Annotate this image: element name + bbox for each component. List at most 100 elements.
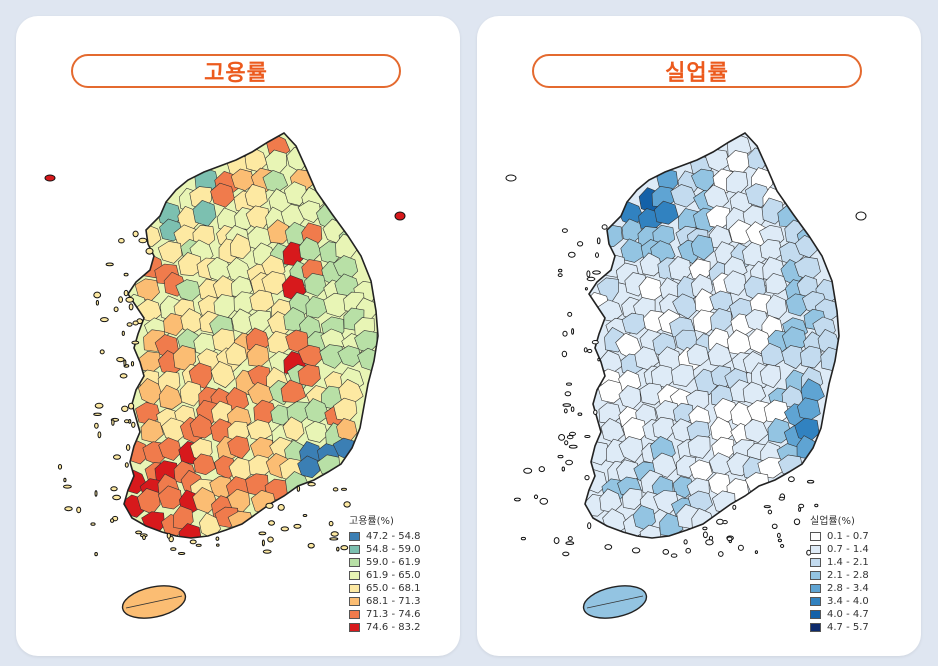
employment-rate-legend-swatch [349, 597, 360, 606]
employment-rate-region [179, 380, 203, 407]
unemployment-rate-region [639, 252, 663, 277]
unemployment-rate-legend-label: 0.7 - 1.4 [827, 544, 869, 555]
unemployment-rate-map [505, 131, 867, 619]
employment-rate-legend-swatch [349, 610, 360, 619]
unemployment-rate-region [759, 364, 782, 389]
unemployment-rate-island [565, 541, 575, 546]
employment-rate-legend-label: 54.8 - 59.0 [366, 544, 421, 555]
employment-rate-legend-swatch [349, 532, 360, 541]
employment-rate-island [94, 402, 104, 409]
employment-rate-island [116, 357, 125, 363]
employment-rate-region [267, 219, 291, 244]
unemployment-rate-legend-item: 1.4 - 2.1 [810, 556, 869, 569]
employment-rate-island [166, 532, 171, 539]
unemployment-rate-legend-swatch [810, 597, 821, 606]
employment-rate-island [90, 522, 96, 526]
unemployment-rate-region [723, 270, 747, 296]
unemployment-rate-island [561, 350, 568, 358]
employment-rate-island [307, 482, 316, 487]
unemployment-rate-legend-title: 실업률(%) [810, 516, 855, 527]
unemployment-rate-region [621, 312, 646, 335]
unemployment-rate-island [798, 503, 805, 509]
employment-rate-region [210, 361, 236, 389]
employment-rate-regions [124, 133, 378, 538]
employment-rate-island [113, 454, 121, 460]
employment-rate-legend-label: 59.0 - 61.9 [366, 557, 421, 568]
employment-rate-island [94, 490, 98, 497]
unemployment-rate-legend-item: 3.4 - 4.0 [810, 595, 869, 608]
unemployment-rate-legend-item: 4.0 - 4.7 [810, 608, 869, 621]
employment-rate-legend-label: 47.2 - 54.8 [366, 531, 421, 542]
employment-rate-region [319, 344, 345, 369]
unemployment-rate-island [568, 444, 578, 449]
unemployment-rate-region [692, 309, 717, 334]
employment-rate-region [157, 240, 183, 264]
unemployment-rate-legend-label: 4.0 - 4.7 [827, 609, 869, 620]
employment-rate-region [163, 312, 185, 337]
employment-rate-legend-item: 68.1 - 71.3 [349, 595, 421, 608]
employment-rate-legend-swatch [349, 623, 360, 632]
employment-rate-panel: 고용률 고용률(%) 47.2 - 54.8 54.8 - 59.0 59.0 - … [16, 16, 460, 656]
employment-rate-island [128, 402, 135, 410]
unemployment-rate-island [563, 408, 568, 414]
employment-rate-legend-item: 54.8 - 59.0 [349, 543, 421, 556]
employment-rate-island [258, 531, 267, 536]
unemployment-rate-island [788, 476, 795, 483]
employment-rate-region [193, 453, 217, 476]
employment-rate-island [296, 485, 301, 492]
employment-rate-island [330, 531, 339, 537]
unemployment-rate-legend-swatch [810, 558, 821, 567]
unemployment-rate-coastline [584, 131, 840, 539]
unemployment-rate-region [620, 238, 645, 263]
unemployment-rate-island [564, 440, 569, 446]
employment-rate-legend: 고용률(%) 47.2 - 54.8 54.8 - 59.0 59.0 - 61.9… [349, 512, 421, 634]
employment-rate-legend-item: 65.0 - 68.1 [349, 582, 421, 595]
employment-rate-island [95, 300, 100, 306]
employment-rate-island [195, 543, 202, 547]
employment-rate-island [76, 506, 82, 514]
unemployment-rate-legend-swatch [810, 623, 821, 632]
unemployment-rate-island [562, 330, 568, 337]
employment-rate-island [267, 536, 274, 543]
unemployment-rate-island [568, 251, 576, 258]
employment-rate-legend-label: 61.9 - 65.0 [366, 570, 421, 581]
employment-rate-island [132, 230, 139, 238]
unemployment-rate-island [591, 340, 599, 345]
employment-rate-region [323, 292, 351, 318]
unemployment-rate-legend-swatch [810, 571, 821, 580]
unemployment-rate-island [557, 273, 563, 278]
unemployment-rate-island [778, 496, 785, 501]
unemployment-rate-west-island [505, 174, 517, 182]
unemployment-rate-island [557, 454, 564, 459]
employment-rate-island [121, 330, 125, 336]
employment-rate-island [332, 487, 339, 492]
employment-rate-island [343, 501, 351, 508]
unemployment-rate-legend-item: 0.1 - 0.7 [810, 530, 869, 543]
unemployment-rate-island [570, 406, 575, 412]
employment-rate-region [180, 308, 206, 333]
unemployment-rate-island [771, 523, 778, 529]
unemployment-rate-panel: 실업률 실업률(%) 0.1 - 0.7 0.7 - 1.4 1.4 - 2.1 2.… [477, 16, 921, 656]
unemployment-rate-island [793, 518, 801, 526]
employment-rate-legend-item: 74.6 - 83.2 [349, 621, 421, 634]
unemployment-rate-region [765, 294, 788, 320]
employment-rate-island [113, 306, 119, 313]
unemployment-rate-island [586, 276, 596, 282]
unemployment-rate-island [520, 536, 527, 541]
unemployment-rate-ulleungdo [855, 211, 867, 221]
employment-rate-region [304, 420, 329, 443]
unemployment-rate-region [672, 476, 695, 499]
employment-rate-island [130, 361, 135, 367]
employment-rate-island [262, 549, 272, 554]
unemployment-rate-island [523, 467, 533, 474]
unemployment-rate-island [565, 459, 573, 466]
unemployment-rate-island [670, 553, 678, 558]
unemployment-rate-legend-item: 0.7 - 1.4 [810, 543, 869, 556]
unemployment-rate-island [562, 551, 570, 557]
employment-rate-island [131, 421, 136, 428]
employment-rate-island [177, 552, 186, 555]
employment-rate-island [293, 523, 302, 529]
employment-rate-legend-label: 74.6 - 83.2 [366, 622, 421, 633]
unemployment-rate-island [737, 544, 744, 551]
unemployment-rate-island [595, 252, 599, 258]
